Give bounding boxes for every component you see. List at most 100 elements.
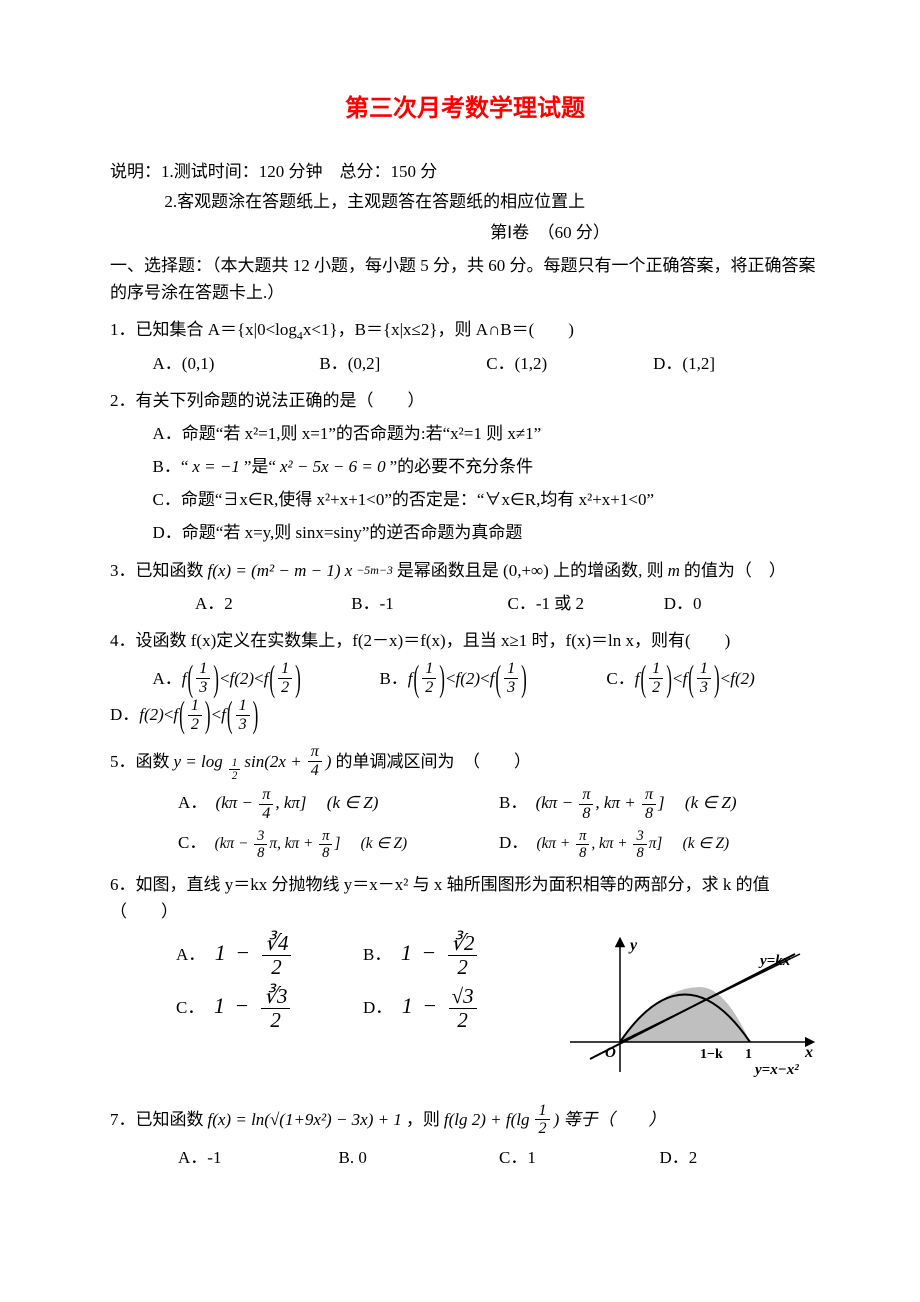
fig-y-label: y bbox=[628, 937, 638, 954]
page: 第三次月考数学理试题 说明：1.测试时间：120 分钟 总分：150 分 2.客… bbox=[0, 0, 920, 1217]
q3-m: m bbox=[668, 557, 680, 584]
q7-opt-a: A．-1 bbox=[178, 1144, 339, 1171]
question-1: 1．已知集合 A＝{x|0<log4x<1}，B＝{x|x≤2}，则 A∩B＝(… bbox=[110, 316, 820, 343]
q5-base-n: 1 bbox=[229, 757, 241, 770]
question-7: 7．已知函数 f(x) = ln(√(1+9x²) − 3x) + 1 ，则 f… bbox=[110, 1102, 820, 1139]
q4-c-f2f: f bbox=[682, 665, 687, 692]
lt-icon: < bbox=[721, 665, 731, 692]
q4-b-f1: f bbox=[408, 665, 413, 692]
q4-b-d1: 2 bbox=[422, 679, 436, 697]
q4-a-f2: f(2) bbox=[230, 665, 255, 692]
eight: 8 bbox=[254, 845, 267, 861]
fig-ykx: y=kx bbox=[758, 953, 791, 969]
q3-f: f(x) = (m² − m − 1) x bbox=[208, 557, 353, 584]
q4-c-d1: 2 bbox=[649, 679, 663, 697]
q5-base-d: 2 bbox=[229, 770, 241, 782]
q4-a-n2: 1 bbox=[278, 660, 292, 679]
kpi: kπ bbox=[542, 835, 556, 852]
q5-options-row1: A． (kπ − π4, kπ] (k ∈ Z) B． (kπ − π8, kπ… bbox=[178, 786, 820, 823]
q4-a-d2: 2 bbox=[278, 679, 292, 697]
q7-half-n: 1 bbox=[535, 1102, 549, 1121]
q6-b-label: B． bbox=[363, 945, 391, 964]
pi: π bbox=[319, 828, 332, 845]
q4-d-f2: f(2) bbox=[139, 701, 164, 728]
q2-b-eq2: x² − 5x − 6 = 0 bbox=[280, 453, 386, 480]
q7-pre: 7．已知函数 bbox=[110, 1106, 204, 1133]
question-6-stem: 6．如图，直线 y＝kx 分抛物线 y＝x－x² 与 x 轴所围图形为面积相等的… bbox=[110, 871, 820, 925]
instructions-line-1: 说明：1.测试时间：120 分钟 总分：150 分 bbox=[110, 158, 820, 185]
eight: 8 bbox=[579, 805, 593, 823]
section-intro: 一、选择题：（本大题共 12 小题，每小题 5 分，共 60 分。每题只有一个正… bbox=[110, 252, 820, 306]
q4-d-d1: 2 bbox=[188, 716, 202, 734]
q4-a-f3: f bbox=[264, 665, 269, 692]
two: 2 bbox=[261, 1009, 291, 1032]
q5-opt-a: A． (kπ − π4, kπ] (k ∈ Z) bbox=[178, 786, 499, 823]
q4-c-d2: 3 bbox=[697, 679, 711, 697]
instructions-line-2: 2.客观题涂在答题纸上，主观题答在答题纸的相应位置上 bbox=[164, 188, 820, 215]
q5-pre: 5．函数 bbox=[110, 748, 170, 775]
kpi: kπ bbox=[285, 835, 299, 852]
q5-d-label: D． bbox=[499, 833, 528, 852]
kpi: kπ bbox=[284, 793, 300, 812]
q5-opt-b: B． (kπ − π8, kπ + π8] (k ∈ Z) bbox=[499, 786, 820, 823]
q6-body: y x O y=kx y=x−x² 1−k 1 A． 1 − ∛42 B． 1 … bbox=[110, 932, 820, 1092]
minus-icon: − bbox=[230, 940, 256, 965]
q5-post: 的单调减区间为 （ ） bbox=[335, 748, 531, 775]
kpi: kπ bbox=[599, 835, 613, 852]
question-3: 3．已知函数 f(x) = (m² − m − 1) x−5m−3 是幂函数且是… bbox=[110, 557, 820, 584]
one: 1 bbox=[402, 993, 413, 1018]
q1-stem-pre: 1．已知集合 A＝{x|0<log bbox=[110, 320, 297, 339]
q4-b-d2: 3 bbox=[504, 679, 518, 697]
one: 1 bbox=[215, 940, 226, 965]
kpi: kπ bbox=[221, 793, 237, 812]
q4-d-n2: 1 bbox=[236, 697, 250, 716]
q6-opt-b: B． 1 − ∛22 bbox=[363, 932, 550, 979]
q7-opt-c: C．1 bbox=[499, 1144, 660, 1171]
q5-c-label: C． bbox=[178, 833, 206, 852]
q7-opt-d: D．2 bbox=[660, 1144, 821, 1171]
q6-c-label: C． bbox=[176, 998, 204, 1017]
q3-post: 的值为（ ） bbox=[684, 557, 786, 584]
three: 3 bbox=[254, 828, 267, 845]
q4-a-n1: 1 bbox=[196, 660, 210, 679]
q5-opt-c: C． (kπ − 38π, kπ + π8] (k ∈ Z) bbox=[178, 828, 499, 861]
paren-r-icon: ) bbox=[253, 685, 259, 745]
q7-opt-b: B. 0 bbox=[339, 1144, 500, 1171]
q7-mid: ，则 bbox=[406, 1106, 440, 1133]
q5-four: 4 bbox=[308, 762, 322, 780]
q4-d-d2: 3 bbox=[236, 716, 250, 734]
kpi: kπ bbox=[541, 793, 557, 812]
q3-options: A．2 B．-1 C．-1 或 2 D．0 bbox=[195, 590, 820, 617]
q2-b-eq1: x = −1 bbox=[192, 453, 240, 480]
q2-opt-c: C．命题“∃x∈R,使得 x²+x+1<0”的否定是：“∀x∈R,均有 x²+x… bbox=[153, 486, 821, 513]
q5-opt-d: D． (kπ + π8, kπ + 38π] (k ∈ Z) bbox=[499, 828, 820, 861]
q7-options: A．-1 B. 0 C．1 D．2 bbox=[178, 1144, 820, 1171]
lt-icon: < bbox=[480, 665, 490, 692]
pi: π bbox=[259, 786, 273, 805]
q3-opt-c: C．-1 或 2 bbox=[508, 590, 664, 617]
q4-opt-a: A． f(13) < f(2) < f(12) bbox=[153, 660, 380, 697]
q3-opt-d: D．0 bbox=[664, 590, 820, 617]
kpi: kπ bbox=[220, 835, 234, 852]
q3-mid: 是幂函数且是 (0,+∞) 上的增函数, 则 bbox=[397, 557, 664, 584]
kpi: kπ bbox=[604, 793, 620, 812]
q6-figure: y x O y=kx y=x−x² 1−k 1 bbox=[560, 932, 820, 1082]
q1-opt-a: A．(0,1) bbox=[153, 350, 320, 377]
minus-icon: − bbox=[229, 993, 255, 1018]
cube3: ∛3 bbox=[261, 985, 291, 1009]
paren-r-icon: ) bbox=[295, 649, 301, 709]
q4-b-n2: 1 bbox=[504, 660, 518, 679]
paren-l-icon: ( bbox=[269, 649, 275, 709]
q6-opt-a: A． 1 − ∛42 bbox=[176, 932, 363, 979]
kinz: (k ∈ Z) bbox=[361, 835, 407, 852]
q1-opt-c: C．(1,2) bbox=[486, 350, 653, 377]
q5-yeq: y = log bbox=[174, 748, 223, 775]
paren-l-icon: ( bbox=[640, 649, 646, 709]
q7-fx: f(x) = ln(√(1+9x²) − 3x) + 1 bbox=[208, 1106, 402, 1133]
q5-options-row2: C． (kπ − 38π, kπ + π8] (k ∈ Z) D． (kπ + … bbox=[178, 828, 820, 861]
paren-r-icon: ) bbox=[666, 649, 672, 709]
q4-d-f3: f bbox=[221, 701, 226, 728]
q4-opt-d: D． f(2) < f(12) < f(13) bbox=[110, 697, 259, 734]
q4-c-n2: 1 bbox=[697, 660, 711, 679]
q4-b-f3: f bbox=[490, 665, 495, 692]
